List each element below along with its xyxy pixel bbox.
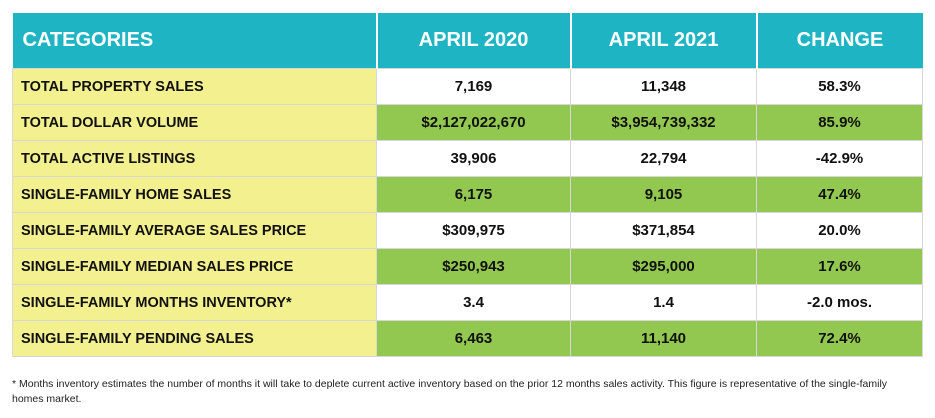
table-row: TOTAL PROPERTY SALES 7,169 11,348 58.3%: [12, 68, 923, 105]
row-category: TOTAL DOLLAR VOLUME: [12, 104, 377, 141]
table-header-row: CATEGORIES APRIL 2020 APRIL 2021 CHANGE: [12, 13, 923, 69]
row-april-2021: 22,794: [570, 140, 757, 177]
row-april-2021: $3,954,739,332: [570, 104, 757, 141]
row-april-2021: $371,854: [570, 212, 757, 249]
row-category: TOTAL ACTIVE LISTINGS: [12, 140, 377, 177]
row-april-2021: $295,000: [570, 248, 757, 285]
row-category: TOTAL PROPERTY SALES: [12, 68, 377, 105]
row-change: 58.3%: [756, 68, 923, 105]
row-april-2020: $250,943: [376, 248, 571, 285]
header-april-2021: APRIL 2021: [570, 13, 758, 69]
table-row: SINGLE-FAMILY MEDIAN SALES PRICE $250,94…: [12, 248, 923, 285]
row-april-2020: $2,127,022,670: [376, 104, 571, 141]
row-april-2020: 39,906: [376, 140, 571, 177]
header-change: CHANGE: [756, 13, 923, 69]
header-categories: CATEGORIES: [12, 13, 378, 69]
row-april-2020: 3.4: [376, 284, 571, 321]
table-row: SINGLE-FAMILY AVERAGE SALES PRICE $309,9…: [12, 212, 923, 249]
row-category: SINGLE-FAMILY MEDIAN SALES PRICE: [12, 248, 377, 285]
table-row: SINGLE-FAMILY MONTHS INVENTORY* 3.4 1.4 …: [12, 284, 923, 321]
row-category: SINGLE-FAMILY HOME SALES: [12, 176, 377, 213]
row-april-2020: 6,175: [376, 176, 571, 213]
row-category: SINGLE-FAMILY AVERAGE SALES PRICE: [12, 212, 377, 249]
row-april-2021: 11,348: [570, 68, 757, 105]
row-change: 72.4%: [756, 320, 923, 357]
row-change: 85.9%: [756, 104, 923, 141]
header-april-2020: APRIL 2020: [376, 13, 572, 69]
row-april-2021: 11,140: [570, 320, 757, 357]
row-change: 47.4%: [756, 176, 923, 213]
row-april-2021: 1.4: [570, 284, 757, 321]
market-stats-table: CATEGORIES APRIL 2020 APRIL 2021 CHANGE …: [12, 13, 923, 357]
table-row: TOTAL ACTIVE LISTINGS 39,906 22,794 -42.…: [12, 140, 923, 177]
row-april-2020: 7,169: [376, 68, 571, 105]
row-category: SINGLE-FAMILY MONTHS INVENTORY*: [12, 284, 377, 321]
row-change: 20.0%: [756, 212, 923, 249]
row-april-2020: $309,975: [376, 212, 571, 249]
table-row: SINGLE-FAMILY PENDING SALES 6,463 11,140…: [12, 320, 923, 357]
table-row: TOTAL DOLLAR VOLUME $2,127,022,670 $3,95…: [12, 104, 923, 141]
row-change: -42.9%: [756, 140, 923, 177]
row-april-2021: 9,105: [570, 176, 757, 213]
row-change: 17.6%: [756, 248, 923, 285]
row-change: -2.0 mos.: [756, 284, 923, 321]
row-april-2020: 6,463: [376, 320, 571, 357]
footnote: * Months inventory estimates the number …: [12, 378, 888, 405]
table-row: SINGLE-FAMILY HOME SALES 6,175 9,105 47.…: [12, 176, 923, 213]
row-category: SINGLE-FAMILY PENDING SALES: [12, 320, 377, 357]
